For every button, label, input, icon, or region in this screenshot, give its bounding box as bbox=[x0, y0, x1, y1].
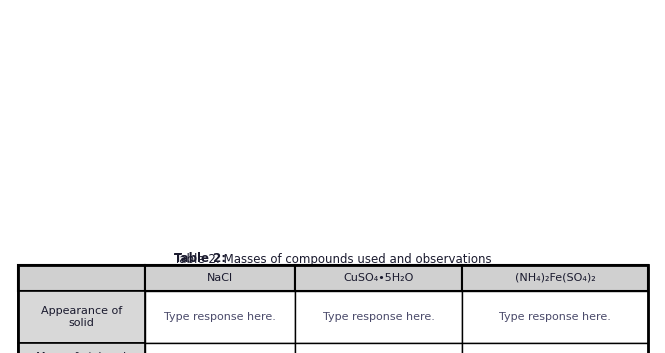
Text: CuSO₄•5H₂O: CuSO₄•5H₂O bbox=[343, 273, 414, 283]
Bar bbox=[462, 265, 648, 291]
Bar bbox=[18, 265, 145, 291]
Text: Table 2: Masses of compounds used and observations: Table 2: Masses of compounds used and ob… bbox=[174, 252, 492, 265]
Bar bbox=[295, 291, 462, 343]
Bar bbox=[462, 291, 648, 343]
Bar bbox=[145, 265, 295, 291]
Bar bbox=[295, 343, 462, 353]
Text: Table 2:: Table 2: bbox=[174, 252, 226, 265]
Text: NaCl: NaCl bbox=[207, 273, 233, 283]
Text: Mass of vial and
compound (g): Mass of vial and compound (g) bbox=[37, 352, 126, 353]
Bar bbox=[145, 343, 295, 353]
Bar bbox=[18, 265, 648, 353]
Text: Type response here.: Type response here. bbox=[164, 312, 276, 322]
Bar bbox=[295, 265, 462, 291]
Text: Appearance of
solid: Appearance of solid bbox=[41, 306, 122, 328]
Text: Type response here.: Type response here. bbox=[499, 312, 611, 322]
Text: (NH₄)₂Fe(SO₄)₂: (NH₄)₂Fe(SO₄)₂ bbox=[515, 273, 595, 283]
Bar bbox=[18, 291, 145, 343]
Bar bbox=[145, 291, 295, 343]
Text: Type response here.: Type response here. bbox=[323, 312, 434, 322]
Bar bbox=[462, 343, 648, 353]
Bar bbox=[18, 343, 145, 353]
